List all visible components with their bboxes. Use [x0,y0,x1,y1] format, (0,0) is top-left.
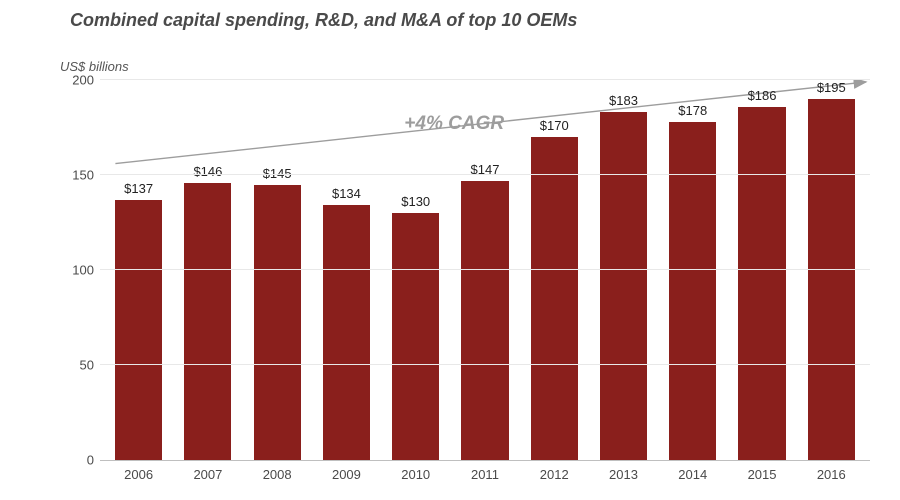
bar-value-label: $195 [817,80,846,95]
bar [669,122,716,460]
bar-slot: $178 [658,80,727,460]
bar [531,137,578,460]
grid-line [100,269,870,270]
bar-value-label: $178 [678,103,707,118]
x-tick-label: 2013 [589,467,658,482]
plot-area: +4% CAGR $137$146$145$134$130$147$170$18… [100,80,870,461]
y-tick-label: 200 [60,73,94,88]
grid-line [100,364,870,365]
x-tick-label: 2007 [173,467,242,482]
bar-value-label: $170 [540,118,569,133]
y-tick-label: 50 [60,358,94,373]
bar [254,185,301,461]
bar-value-label: $137 [124,181,153,196]
bar-slot: $137 [104,80,173,460]
bar [323,205,370,460]
bar-slot: $146 [173,80,242,460]
y-tick-label: 0 [60,453,94,468]
x-tick-label: 2015 [727,467,796,482]
x-tick-label: 2006 [104,467,173,482]
bar [115,200,162,460]
x-tick-label: 2010 [381,467,450,482]
bar [392,213,439,460]
bar-value-label: $145 [263,166,292,181]
bar-slot: $147 [450,80,519,460]
bar-slot: $130 [381,80,450,460]
x-tick-label: 2009 [312,467,381,482]
y-tick-label: 150 [60,168,94,183]
bar-value-label: $134 [332,186,361,201]
bar [184,183,231,460]
bar-slot: $170 [520,80,589,460]
x-tick-label: 2011 [450,467,519,482]
bar [461,181,508,460]
grid-line [100,79,870,80]
chart-container: Combined capital spending, R&D, and M&A … [0,0,900,500]
bar-slot: $134 [312,80,381,460]
bar-series: $137 $146 $145 $134 $130 $147 $170 $183 $178 $186… [100,80,870,460]
bar-value-label: $146 [193,164,222,179]
x-tick-label: 2014 [658,467,727,482]
y-axis-title: US$ billions [60,59,870,74]
chart-area: +4% CAGR $137$146$145$134$130$147$170$18… [100,80,870,490]
bar-value-label: $130 [401,194,430,209]
chart-title: Combined capital spending, R&D, and M&A … [70,10,870,31]
bar [600,112,647,460]
y-tick-label: 100 [60,263,94,278]
bar [738,107,785,460]
x-tick-label: 2012 [520,467,589,482]
bar-slot: $186 [727,80,796,460]
bar-slot: $145 [243,80,312,460]
bar-value-label: $183 [609,93,638,108]
bar-slot: $183 [589,80,658,460]
bar [808,99,855,460]
x-tick-label: 2008 [243,467,312,482]
bar-slot: $195 [797,80,866,460]
bar-value-label: $186 [748,88,777,103]
grid-line [100,174,870,175]
x-axis-labels: 2006200720082009201020112012201320142015… [100,461,870,482]
x-tick-label: 2016 [797,467,866,482]
